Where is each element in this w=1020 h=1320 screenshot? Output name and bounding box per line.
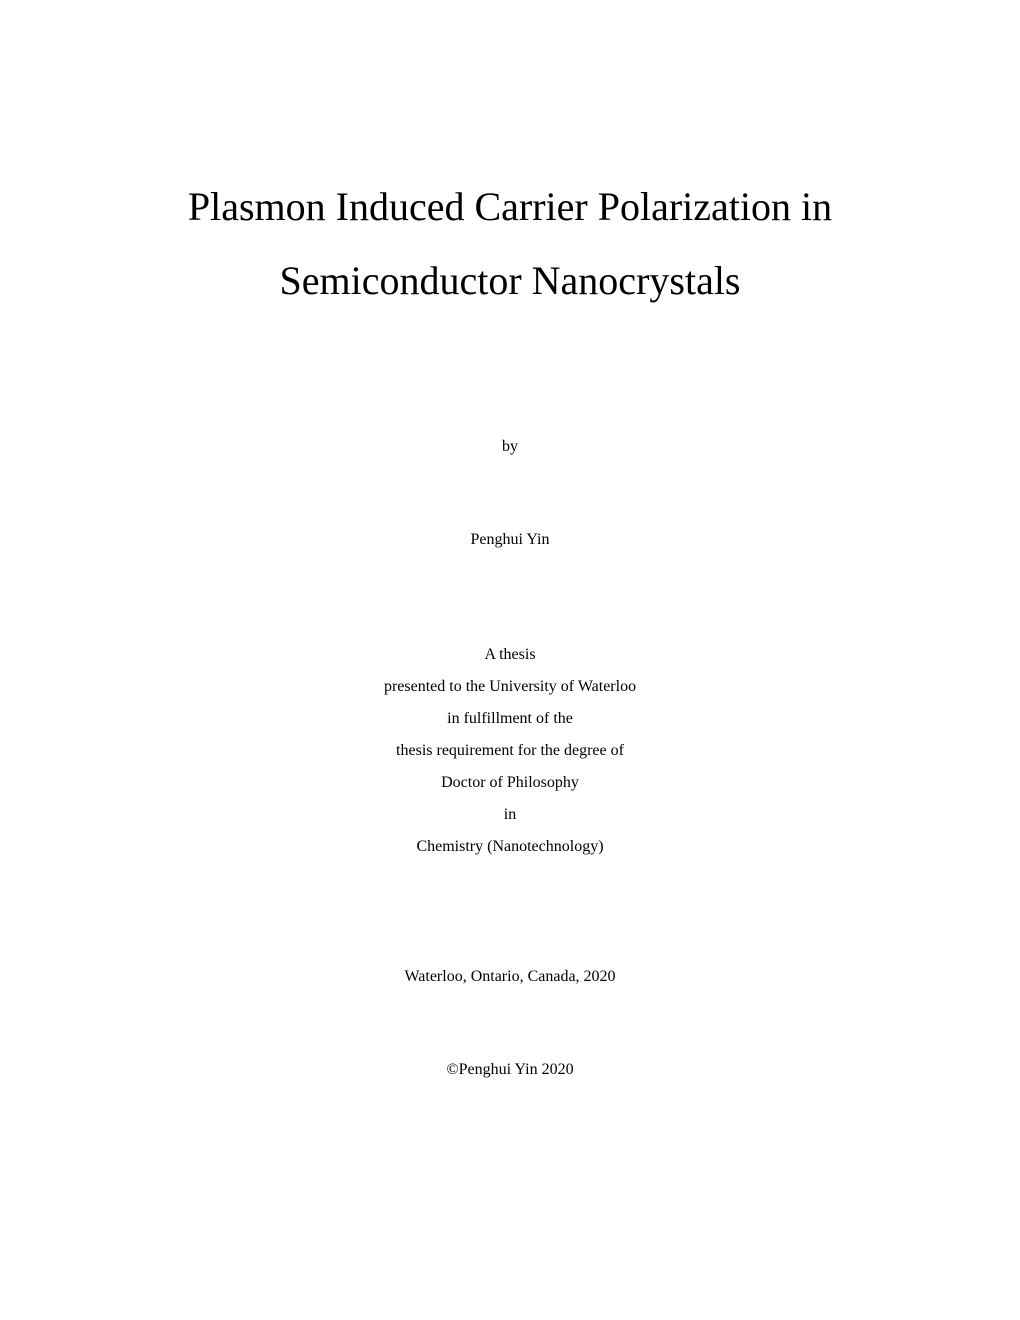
by-text: by [100,438,920,456]
thesis-line: thesis requirement for the degree of [100,735,920,767]
thesis-title-page: Plasmon Induced Carrier Polarization in … [0,0,1020,1320]
thesis-line: presented to the University of Waterloo [100,671,920,703]
thesis-line: Doctor of Philosophy [100,767,920,799]
thesis-title: Plasmon Induced Carrier Polarization in … [100,170,920,318]
thesis-line: Chemistry (Nanotechnology) [100,831,920,863]
location-text: Waterloo, Ontario, Canada, 2020 [100,968,920,986]
author-name: Penghui Yin [100,531,920,549]
thesis-line: A thesis [100,639,920,671]
thesis-line: in fulfillment of the [100,703,920,735]
thesis-line: in [100,799,920,831]
copyright-text: ©Penghui Yin 2020 [100,1061,920,1079]
thesis-description: A thesis presented to the University of … [100,639,920,863]
